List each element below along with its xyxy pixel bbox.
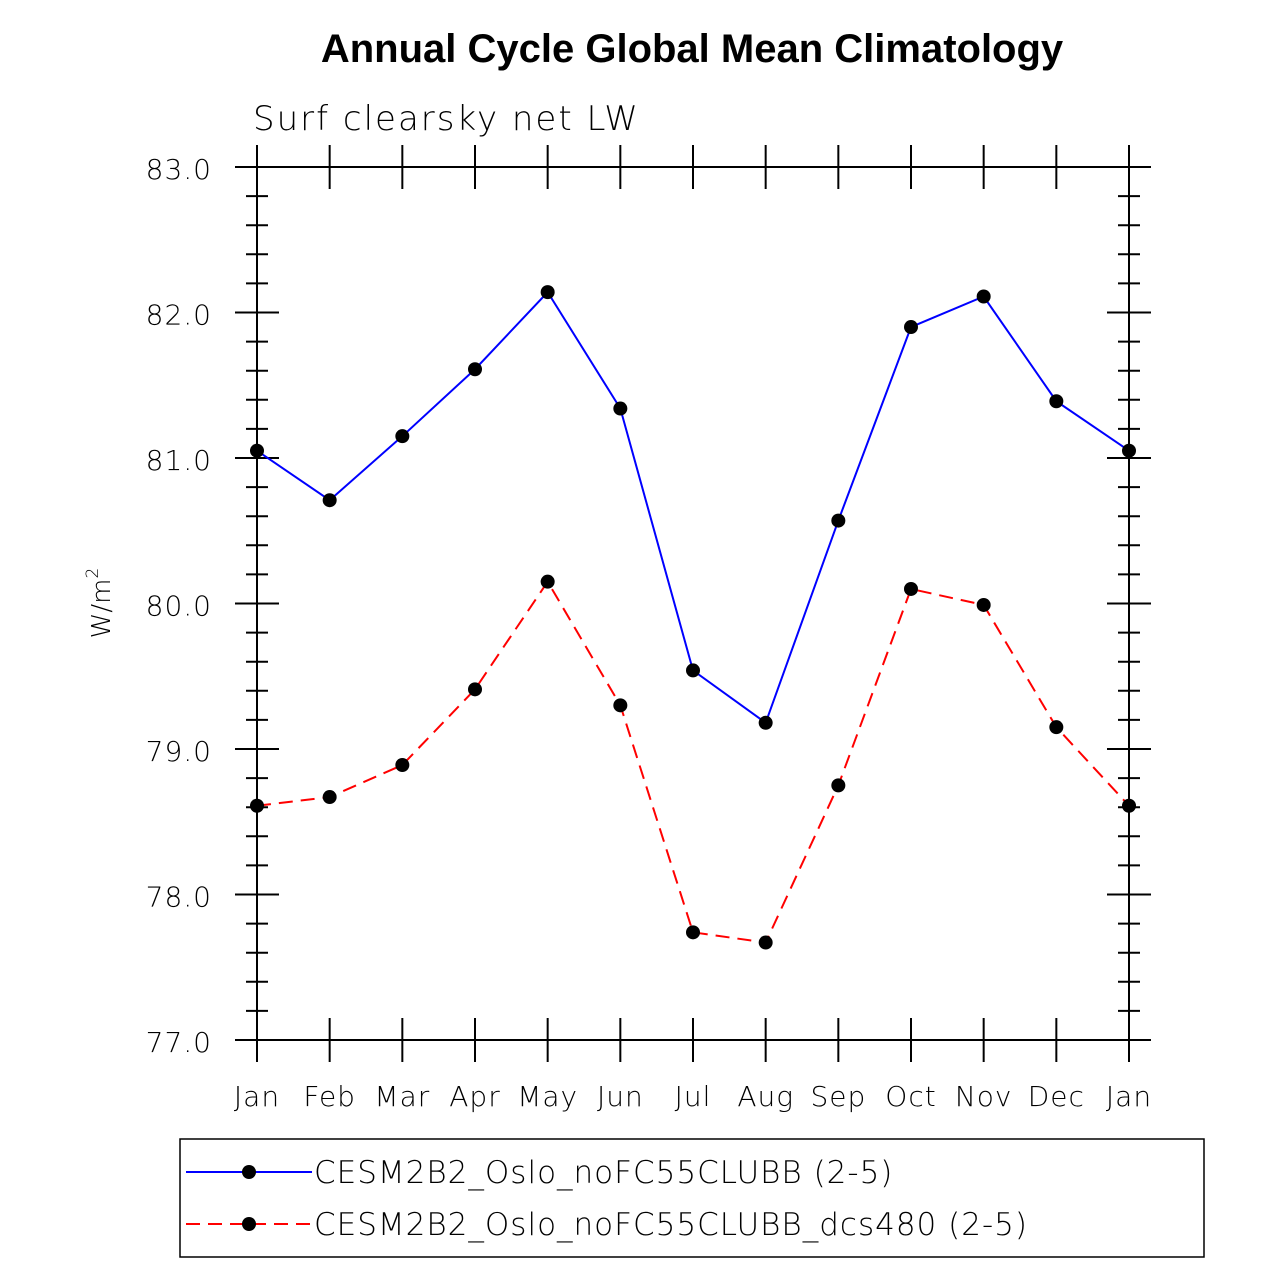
x-tick-label: Jun (597, 1080, 644, 1113)
y-tick-label: 82.0 (146, 299, 212, 332)
x-tick-label: Dec (1028, 1080, 1085, 1113)
y-tick-label: 80.0 (146, 590, 212, 623)
legend-marker (242, 1165, 256, 1179)
data-point (250, 443, 264, 458)
data-point (831, 513, 846, 528)
tick-marks (235, 145, 1151, 1062)
y-axis-label-main: W/m (87, 579, 117, 639)
legend-marker (242, 1217, 256, 1231)
x-tick-label: May (517, 1080, 578, 1113)
y-tick-label: 77.0 (146, 1026, 212, 1059)
data-point (686, 663, 700, 678)
x-tick-label: Nov (955, 1080, 1013, 1113)
data-point (686, 925, 700, 940)
x-tick-labels: Jan Feb Mar Apr May Jun Jul Aug Sep Oct Nov Dec Jan (234, 1080, 1152, 1113)
data-point (468, 362, 482, 377)
x-tick-label: Oct (885, 1080, 936, 1113)
legend-box (179, 1138, 1205, 1258)
data-point (831, 778, 846, 793)
x-tick-label: Feb (303, 1080, 356, 1113)
chart-title: Annual Cycle Global Mean Climatology (321, 27, 1064, 71)
data-point (250, 798, 264, 813)
data-point (468, 682, 482, 697)
data-point (322, 493, 337, 508)
series-line (256, 579, 1130, 944)
y-tick-label: 81.0 (146, 444, 212, 477)
y-tick-label: 78.0 (146, 881, 212, 914)
x-tick-label: Jul (675, 1080, 712, 1113)
y-tick-label: 83.0 (146, 153, 212, 186)
data-point (1122, 798, 1136, 813)
data-point (540, 285, 555, 300)
x-tick-label: Jan (1106, 1080, 1152, 1113)
data-point (758, 935, 773, 950)
data-point (904, 320, 918, 335)
data-point (322, 790, 337, 805)
series-layer (250, 285, 1136, 950)
plot-frame (256, 166, 1130, 1041)
data-point (613, 401, 628, 416)
data-point (613, 698, 628, 713)
data-point (540, 574, 555, 589)
y-axis-label: W/m2 (83, 568, 117, 639)
y-tick-label: 79.0 (146, 735, 212, 768)
legend: CESM2B2_Oslo_noFC55CLUBB (2-5) CESM2B2_Os… (186, 1155, 1028, 1243)
chart-subtitle: Surf clearsky net LW (253, 99, 640, 139)
x-tick-label: Apr (449, 1080, 500, 1113)
x-tick-label: Mar (374, 1080, 430, 1113)
data-point (1049, 394, 1064, 409)
legend-label: CESM2B2_Oslo_noFC55CLUBB_dcs480 (2-5) (314, 1207, 1028, 1243)
series-line (256, 290, 1130, 725)
data-point (395, 758, 410, 773)
x-tick-label: Jan (234, 1080, 280, 1113)
y-axis-label-sup: 2 (83, 568, 103, 579)
data-point (1122, 443, 1136, 458)
data-point (395, 429, 410, 444)
y-tick-labels: 77.0 78.0 79.0 80.0 81.0 82.0 83.0 (146, 153, 212, 1059)
legend-label: CESM2B2_Oslo_noFC55CLUBB (2-5) (314, 1155, 893, 1191)
x-tick-label: Sep (810, 1080, 866, 1113)
data-point (976, 289, 991, 304)
x-tick-label: Aug (737, 1080, 794, 1113)
data-point (1049, 720, 1064, 735)
data-point (758, 715, 773, 730)
data-point (976, 597, 991, 612)
data-point (904, 581, 918, 596)
